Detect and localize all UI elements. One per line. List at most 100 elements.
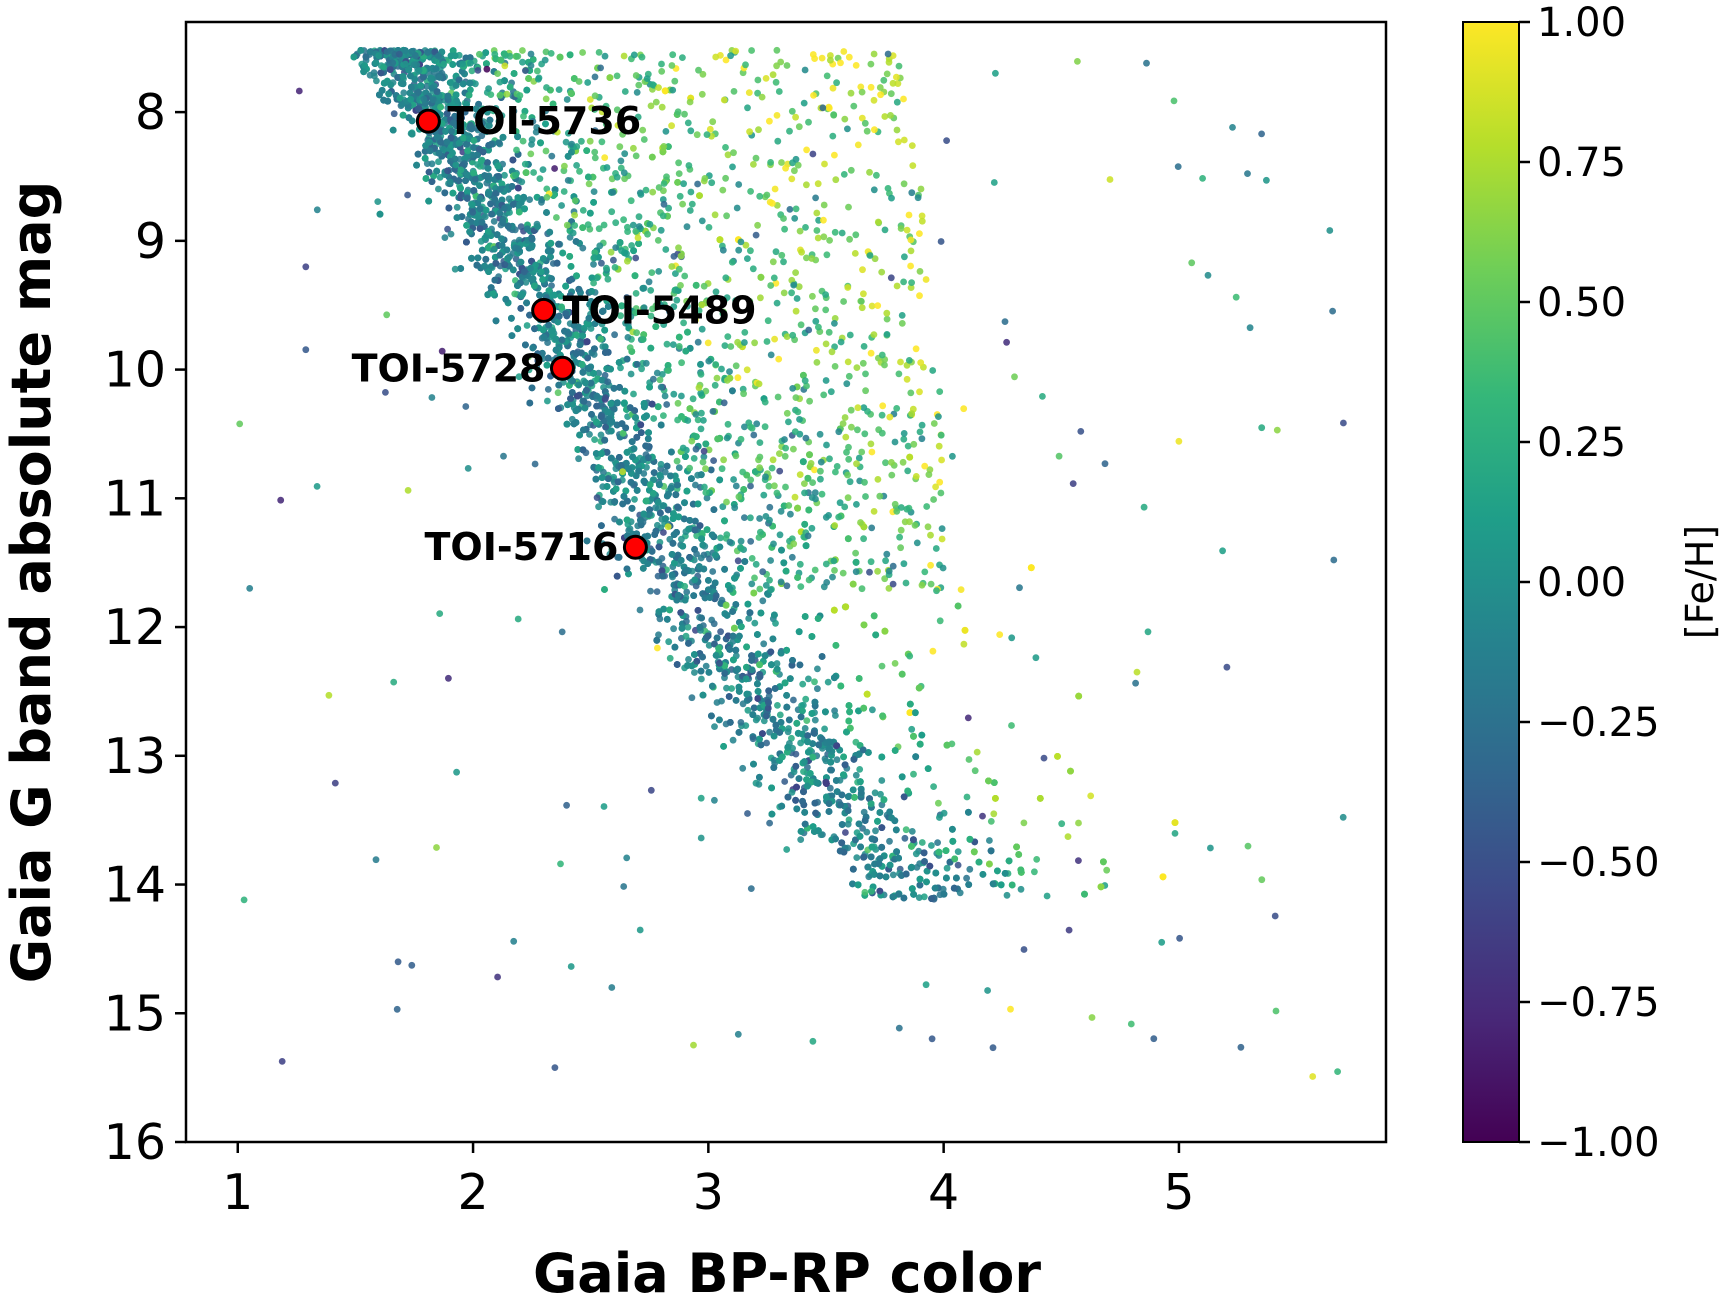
star-point: [599, 540, 607, 547]
star-point: [390, 110, 398, 118]
star-point: [628, 242, 635, 249]
star-point: [799, 680, 807, 688]
star-point: [710, 506, 718, 513]
star-point: [601, 371, 609, 379]
star-point: [748, 555, 756, 562]
star-point: [960, 405, 968, 413]
star-point: [963, 793, 971, 801]
star-point: [986, 837, 993, 844]
star-point: [700, 453, 708, 461]
star-point: [769, 456, 777, 464]
star-point: [531, 460, 539, 468]
star-point: [902, 826, 910, 834]
star-point: [971, 767, 979, 775]
star-point: [881, 575, 889, 583]
star-point: [891, 660, 899, 667]
star-point: [468, 67, 476, 75]
star-point: [682, 632, 690, 640]
star-point: [435, 158, 442, 166]
star-point: [788, 734, 795, 742]
star-point: [920, 893, 928, 901]
star-point: [697, 554, 705, 562]
star-point: [660, 412, 667, 419]
star-point: [856, 766, 864, 773]
star-point: [804, 763, 811, 771]
star-point: [503, 246, 511, 254]
star-point: [575, 455, 582, 463]
star-point: [683, 588, 691, 596]
star-point: [965, 756, 973, 763]
star-point: [954, 848, 962, 855]
star-point: [766, 819, 773, 827]
star-point: [756, 439, 764, 446]
star-point: [650, 415, 658, 422]
star-point: [706, 555, 713, 563]
star-point: [673, 457, 681, 465]
star-point: [652, 504, 659, 512]
star-point: [526, 196, 533, 204]
star-point: [790, 768, 798, 776]
star-point: [607, 248, 615, 256]
star-point: [1017, 885, 1025, 893]
star-point: [936, 814, 943, 821]
star-point: [878, 777, 886, 784]
star-point: [699, 458, 707, 466]
star-point: [591, 320, 599, 327]
star-point: [1103, 866, 1111, 874]
star-point: [689, 395, 697, 403]
star-point: [595, 503, 602, 511]
star-point: [452, 91, 460, 99]
star-point: [814, 685, 821, 693]
star-point: [759, 597, 767, 605]
star-point: [670, 625, 677, 633]
star-point: [661, 468, 669, 476]
star-point: [966, 865, 974, 873]
star-point: [675, 464, 683, 472]
star-point: [918, 839, 926, 846]
star-point: [874, 567, 881, 575]
star-point: [957, 586, 965, 593]
star-point: [800, 768, 807, 775]
star-point: [501, 171, 508, 179]
star-point: [772, 619, 779, 627]
star-point: [518, 178, 526, 186]
star-point: [832, 712, 839, 719]
star-point: [593, 494, 601, 501]
star-point: [649, 188, 657, 196]
star-point: [802, 695, 810, 703]
star-point: [842, 433, 850, 441]
star-point: [447, 230, 455, 238]
star-point: [833, 756, 841, 764]
star-point: [915, 894, 923, 901]
star-point: [703, 494, 711, 502]
star-point: [693, 532, 701, 540]
star-point: [533, 363, 541, 371]
star-point: [490, 218, 498, 225]
star-point: [665, 638, 673, 646]
star-point: [678, 535, 685, 543]
star-point: [996, 631, 1004, 638]
star-point: [821, 725, 828, 733]
star-point: [797, 836, 805, 843]
star-point: [711, 723, 718, 730]
star-point: [853, 854, 861, 861]
star-point: [400, 89, 408, 97]
star-point: [871, 789, 879, 797]
star-point: [1075, 819, 1082, 827]
star-point: [877, 790, 884, 798]
star-point: [744, 810, 751, 817]
star-point: [444, 225, 451, 233]
star-point: [600, 468, 607, 476]
star-point: [773, 660, 781, 667]
star-point: [588, 411, 595, 418]
star-point: [775, 355, 783, 363]
star-point: [629, 221, 637, 229]
star-point: [717, 534, 724, 542]
star-point: [702, 662, 710, 670]
star-point: [453, 203, 461, 211]
star-point: [865, 873, 873, 881]
star-point: [1033, 856, 1041, 863]
star-point: [627, 370, 635, 378]
star-point: [655, 631, 662, 639]
